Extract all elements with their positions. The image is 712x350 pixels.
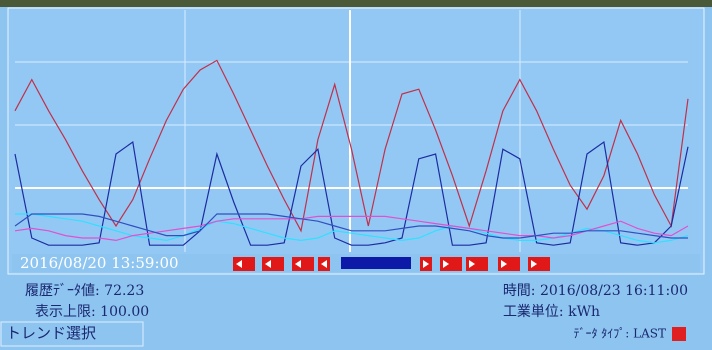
history-value: 履歴ﾃﾞｰﾀ値: 72.23	[25, 283, 144, 299]
playback-controls	[233, 257, 550, 271]
timestamp: 2016/08/20 13:59:00	[20, 254, 179, 272]
progress-bar	[341, 257, 411, 269]
trend-select-label[interactable]: トレンド選択	[6, 324, 96, 342]
unit: 工業単位: kWh	[503, 304, 600, 320]
screen: 2016/08/20 13:59:00 履歴ﾃﾞｰﾀ値: 72.23 時間: 2…	[0, 0, 712, 350]
data-type: ﾃﾞｰﾀ ﾀｲﾌﾟ: LAST	[573, 327, 666, 341]
time: 時間: 2016/08/23 16:11:00	[503, 283, 688, 299]
upper-limit: 表示上限: 100.00	[35, 304, 149, 320]
data-type-toggle[interactable]	[672, 327, 686, 341]
top-image-strip	[0, 0, 712, 7]
